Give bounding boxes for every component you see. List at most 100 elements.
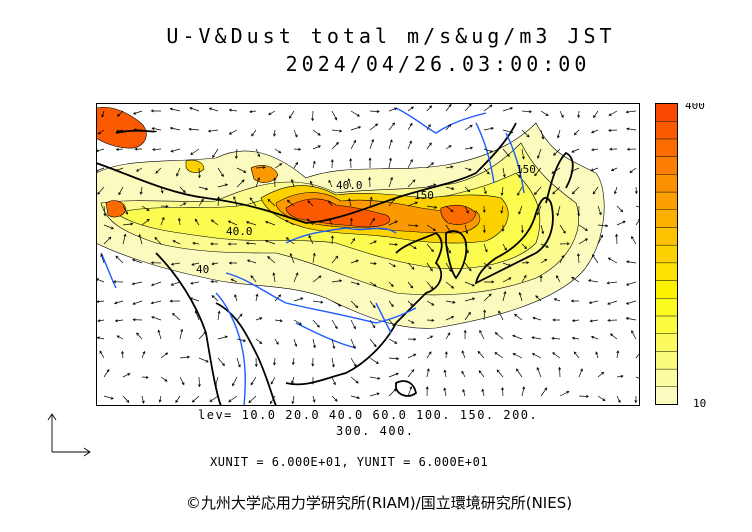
wind-arrow bbox=[494, 352, 504, 359]
wind-arrow bbox=[464, 146, 474, 150]
wind-arrow bbox=[540, 258, 548, 264]
wind-arrow bbox=[578, 224, 588, 231]
colorbar-cell bbox=[655, 227, 678, 246]
wind-arrow bbox=[160, 204, 169, 208]
wind-arrow bbox=[502, 262, 512, 267]
wind-arrow bbox=[151, 127, 162, 131]
wind-arrow bbox=[150, 261, 162, 265]
wind-arrow bbox=[217, 335, 228, 340]
wind-arrow bbox=[597, 224, 609, 228]
wind-arrow bbox=[559, 254, 565, 264]
wind-arrow bbox=[131, 258, 143, 264]
wind-arrow bbox=[571, 336, 580, 340]
wind-arrow bbox=[461, 370, 466, 378]
wind-arrow bbox=[462, 388, 466, 397]
wind-arrow bbox=[198, 198, 204, 207]
wind-arrow bbox=[132, 318, 143, 322]
wind-arrow bbox=[613, 186, 618, 195]
wind-arrow bbox=[236, 357, 241, 368]
wind-arrow bbox=[160, 352, 169, 359]
wind-arrow bbox=[331, 142, 339, 150]
wind-arrow bbox=[179, 186, 186, 194]
wind-arrow bbox=[595, 351, 599, 359]
wind-arrow bbox=[388, 262, 396, 267]
wind-arrow bbox=[610, 167, 618, 172]
wind-arrow bbox=[97, 319, 105, 323]
wind-arrow bbox=[483, 262, 492, 270]
wind-arrow bbox=[626, 127, 637, 131]
wind-arrow bbox=[634, 186, 638, 195]
wind-arrow bbox=[570, 167, 580, 173]
wind-arrow bbox=[388, 157, 392, 169]
wind-arrow bbox=[571, 186, 580, 195]
wind-arrow bbox=[445, 103, 452, 112]
wind-arrow bbox=[101, 110, 105, 118]
wind-arrow bbox=[350, 376, 359, 384]
wind-arrow bbox=[160, 186, 164, 194]
wind-arrow bbox=[483, 148, 494, 153]
wind-arrow bbox=[291, 395, 295, 405]
wind-arrow bbox=[179, 376, 185, 386]
wind-arrow bbox=[349, 157, 353, 169]
wind-arrow bbox=[209, 242, 219, 246]
wind-arrow bbox=[347, 178, 352, 188]
wind-arrow bbox=[553, 298, 561, 302]
wind-arrow bbox=[97, 129, 105, 135]
wind-arrow bbox=[311, 357, 315, 367]
wind-arrow bbox=[556, 205, 561, 217]
wind-arrow bbox=[270, 376, 276, 385]
wind-arrow bbox=[267, 256, 276, 264]
wind-arrow bbox=[426, 105, 433, 112]
wind-arrow bbox=[388, 107, 398, 112]
colorbar-cell bbox=[655, 191, 678, 210]
wind-arrow bbox=[328, 217, 333, 226]
wind-arrow bbox=[426, 162, 435, 169]
wind-arrow bbox=[331, 279, 343, 283]
wind-arrow bbox=[464, 224, 469, 235]
wind-arrow bbox=[502, 291, 507, 302]
wind-arrow bbox=[593, 110, 599, 119]
wind-arrow bbox=[350, 300, 359, 309]
wind-arrow bbox=[330, 159, 334, 169]
wind-arrow bbox=[500, 205, 504, 214]
wind-arrow bbox=[312, 319, 320, 328]
wind-arrow bbox=[230, 278, 238, 283]
wind-arrow bbox=[445, 316, 455, 321]
wind-arrow bbox=[328, 200, 333, 207]
wind-arrow bbox=[285, 220, 295, 226]
wind-arrow bbox=[625, 281, 637, 286]
colorbar-cell bbox=[655, 333, 678, 352]
wind-arrow bbox=[634, 395, 638, 404]
wind-arrow bbox=[540, 110, 549, 116]
wind-arrow bbox=[312, 275, 322, 283]
wind-arrow bbox=[103, 395, 114, 400]
wind-arrow bbox=[179, 328, 184, 340]
map-frame bbox=[96, 103, 640, 406]
wind-arrow bbox=[388, 139, 393, 150]
wind-arrow bbox=[175, 395, 181, 404]
contour-labels: 40.0 40.0 40 150 150 bbox=[196, 163, 536, 276]
wind-arrow bbox=[498, 310, 504, 321]
wind-arrow bbox=[331, 338, 336, 350]
wind-arrow bbox=[99, 350, 105, 359]
wind-arrow bbox=[388, 388, 397, 397]
wind-arrow bbox=[369, 376, 381, 380]
wind-arrow bbox=[536, 205, 542, 216]
wind-arrow bbox=[501, 387, 505, 397]
wind-arrow bbox=[350, 259, 359, 264]
wind-arrow bbox=[349, 217, 353, 226]
wind-arrow bbox=[122, 205, 128, 215]
wind-arrow bbox=[571, 319, 580, 323]
wind-arrow bbox=[608, 128, 618, 132]
wind-arrow bbox=[368, 157, 372, 169]
wind-arrow bbox=[556, 275, 561, 283]
wind-arrow bbox=[464, 243, 469, 254]
wind-arrow bbox=[592, 186, 599, 195]
wind-arrow bbox=[553, 148, 561, 156]
wind-arrow bbox=[151, 316, 162, 321]
wind-arrow bbox=[517, 186, 523, 196]
colorbar-cells bbox=[655, 103, 678, 405]
wind-arrow bbox=[426, 281, 434, 290]
wind-arrow bbox=[331, 395, 338, 402]
wind-arrow bbox=[464, 124, 473, 131]
